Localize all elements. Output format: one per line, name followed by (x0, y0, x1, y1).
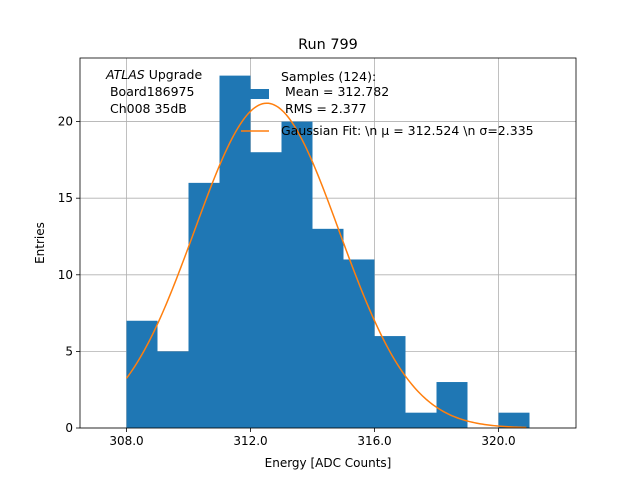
histogram-bars (126, 75, 530, 428)
x-tick-label: 312.0 (233, 434, 267, 448)
legend-histogram-swatch (241, 89, 269, 99)
histogram-bar (126, 320, 158, 428)
x-axis-label: Energy [ADC Counts] (265, 456, 392, 470)
x-axis-ticks: 308.0 312.0 316.0 320.0 (109, 428, 516, 448)
annotation-atlas-italic: ATLAS (105, 67, 145, 82)
histogram-bar (157, 351, 189, 428)
y-axis-label: Entries (33, 222, 47, 264)
atlas-annotation: ATLAS Upgrade Board186975 Ch008 35dB (105, 67, 202, 116)
x-tick-label: 320.0 (481, 434, 515, 448)
legend-histogram-line-3: RMS = 2.377 (281, 101, 367, 116)
histogram-bar (188, 182, 220, 428)
legend-histogram-line-1: Samples (124): (281, 69, 376, 84)
y-tick-label: 20 (58, 115, 73, 129)
x-tick-label: 316.0 (357, 434, 391, 448)
plot-frame (79, 57, 577, 429)
histogram-bar (281, 121, 313, 428)
histogram-bar (374, 336, 406, 428)
histogram-bar (498, 412, 530, 428)
histogram-bar (219, 75, 251, 428)
y-tick-label: 5 (65, 344, 73, 358)
histogram-bar (405, 412, 437, 428)
histogram-bar (312, 228, 344, 428)
histogram-bar (343, 259, 375, 428)
annotation-line-2: Board186975 (106, 84, 194, 99)
legend-fit-label: Gaussian Fit: \n μ = 312.524 \n σ=2.335 (281, 123, 534, 138)
chart-title: Run 799 (298, 37, 358, 53)
x-tick-label: 308.0 (109, 434, 143, 448)
annotation-upgrade: Upgrade (145, 67, 203, 82)
histogram-bar (436, 382, 468, 428)
y-tick-label: 0 (65, 421, 73, 435)
histogram-bar (250, 152, 282, 428)
y-tick-label: 15 (58, 191, 73, 205)
legend-histogram-line-2: Mean = 312.782 (281, 84, 389, 99)
annotation-line-1: ATLAS Upgrade (105, 67, 202, 82)
y-axis-ticks: 0 5 10 15 20 (58, 115, 80, 435)
gaussian-fit-curve (125, 102, 527, 429)
y-tick-label: 10 (58, 268, 73, 282)
annotation-line-3: Ch008 35dB (106, 101, 187, 116)
legend: Samples (124): Mean = 312.782 RMS = 2.37… (241, 69, 534, 138)
